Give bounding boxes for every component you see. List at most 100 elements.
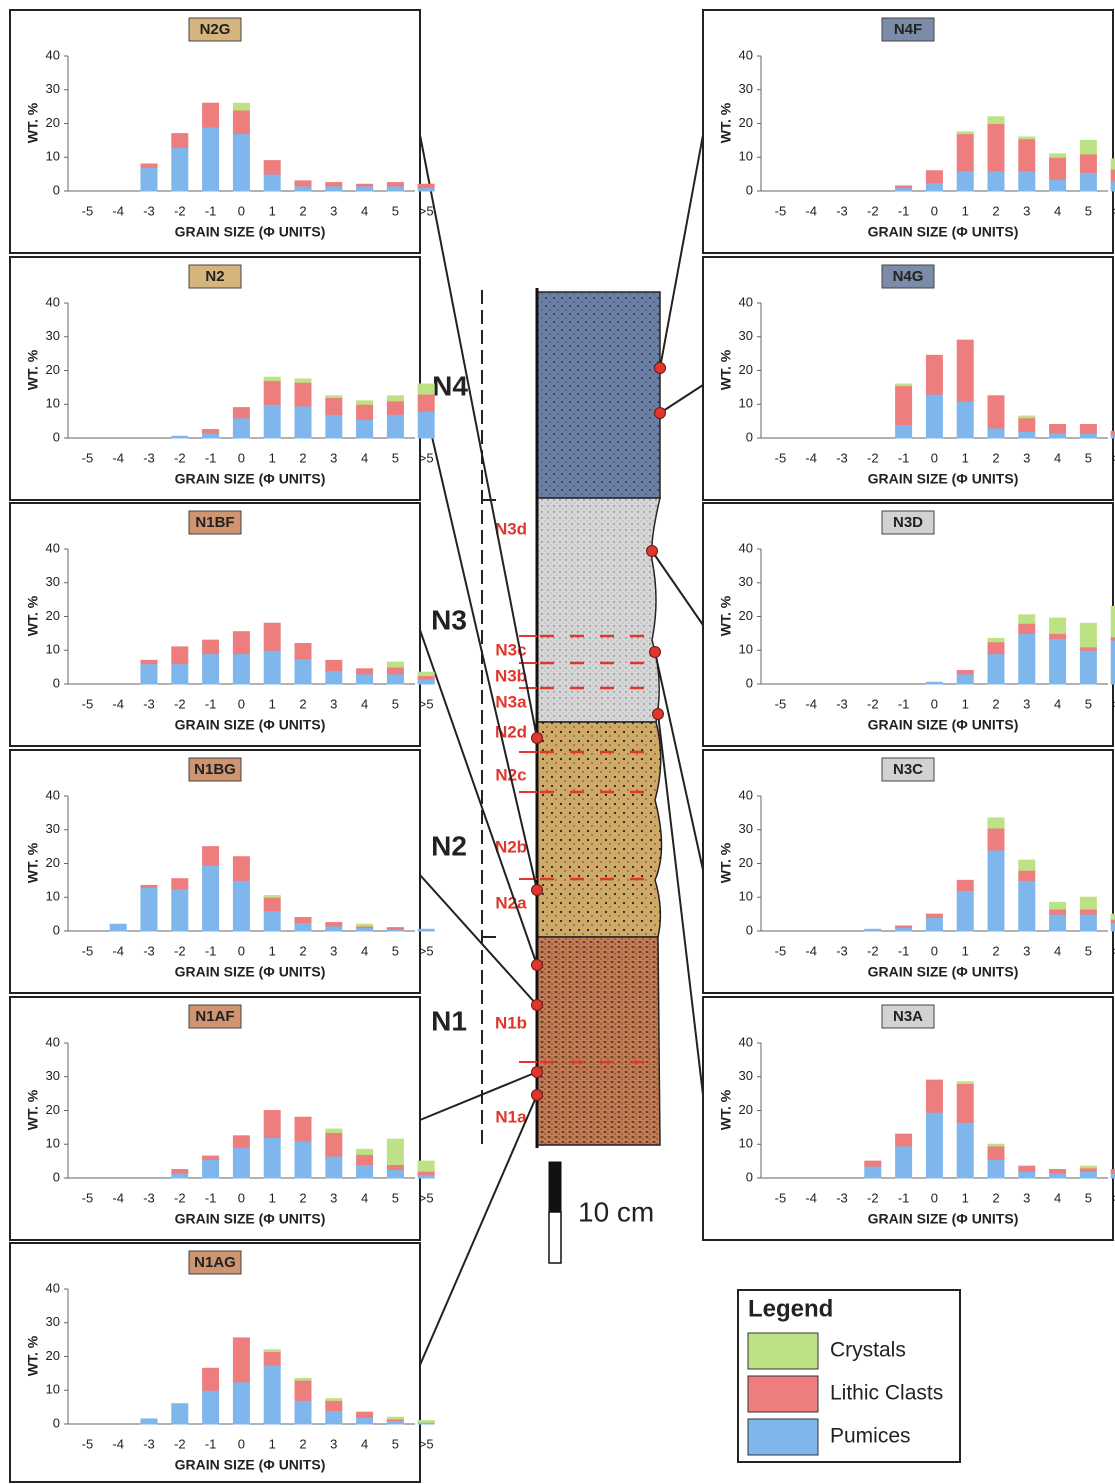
x-tick-label: -2	[174, 203, 186, 218]
bar-segment	[418, 1421, 434, 1423]
x-tick-label: 1	[269, 1190, 276, 1205]
bar-segment	[203, 865, 219, 931]
unit-label: N2	[431, 830, 467, 861]
bar-segment	[141, 885, 157, 887]
x-tick-label: 4	[361, 1436, 368, 1451]
x-tick-label: -5	[82, 943, 94, 958]
chart-title: N1AF	[195, 1008, 234, 1025]
bar-segment	[896, 928, 912, 931]
bar-segment	[295, 382, 311, 406]
bar-segment	[988, 850, 1004, 931]
bar-segment	[387, 396, 403, 401]
texture	[537, 292, 660, 498]
bar-segment	[1019, 870, 1035, 880]
bar-segment	[988, 654, 1004, 684]
x-axis-title: GRAIN SIZE (Φ UNITS)	[868, 1211, 1019, 1227]
y-axis-title: WT. %	[25, 595, 41, 636]
x-tick-label: -3	[143, 450, 155, 465]
bar-segment	[865, 1161, 881, 1166]
x-tick-label: 2	[299, 1436, 306, 1451]
bar-segment	[326, 396, 342, 398]
x-tick-label: 2	[299, 203, 306, 218]
bar-segment	[357, 1412, 373, 1417]
x-tick-label: 3	[330, 696, 337, 711]
x-tick-label: -4	[112, 1436, 124, 1451]
x-tick-label: -3	[836, 1190, 848, 1205]
y-tick-label: 40	[46, 787, 60, 802]
strat-column: N4 N3 N2 N1 N3d N3c N3b N3a N2d N2c N2b …	[431, 288, 661, 1263]
y-tick-label: 10	[739, 889, 753, 904]
x-tick-label: 3	[330, 203, 337, 218]
bar-segment	[203, 430, 219, 433]
bar-segment	[1111, 606, 1115, 636]
x-tick-label: -2	[174, 1190, 186, 1205]
x-tick-label: >5	[419, 450, 434, 465]
x-tick-label: -4	[805, 943, 817, 958]
x-tick-label: -5	[775, 943, 787, 958]
bar-segment	[295, 659, 311, 684]
x-tick-label: -4	[112, 1190, 124, 1205]
bar-segment	[233, 632, 249, 654]
chart-title: N2G	[200, 21, 231, 38]
bar-segment	[295, 181, 311, 186]
bar-segment	[233, 1382, 249, 1424]
legend-swatch	[748, 1419, 818, 1455]
bar-segment	[233, 408, 249, 418]
chart-title: N4G	[893, 268, 924, 285]
y-axis-title: WT. %	[25, 1089, 41, 1130]
bar-segment	[387, 1139, 403, 1164]
y-tick-label: 20	[46, 115, 60, 130]
chart-title: N4F	[894, 21, 922, 38]
bar-segment	[264, 174, 280, 191]
y-tick-label: 10	[739, 396, 753, 411]
bar-segment	[295, 186, 311, 191]
x-tick-label: -3	[143, 1190, 155, 1205]
bar-segment	[387, 674, 403, 684]
bar-segment	[418, 411, 434, 438]
bar-segment	[141, 664, 157, 684]
x-tick-label: 0	[238, 203, 245, 218]
bar-segment	[264, 377, 280, 380]
chart-title: N3D	[893, 514, 923, 531]
bar-segment	[1080, 1171, 1096, 1178]
y-tick-label: 30	[46, 328, 60, 343]
bar-segment	[1080, 140, 1096, 154]
y-tick-label: 30	[739, 574, 753, 589]
scale-label: 10 cm	[578, 1196, 654, 1227]
y-tick-label: 40	[739, 787, 753, 802]
x-tick-label: -1	[205, 450, 217, 465]
bar-segment	[233, 103, 249, 110]
bar-segment	[1111, 640, 1115, 684]
chart-title: N3A	[893, 1008, 923, 1025]
subunit-label: N1a	[495, 1107, 527, 1126]
bar-segment	[203, 1156, 219, 1159]
bar-segment	[1019, 416, 1035, 418]
unit-label: N3	[431, 604, 467, 635]
x-tick-label: -4	[112, 696, 124, 711]
bar-segment	[418, 184, 434, 187]
x-tick-label: -1	[205, 943, 217, 958]
y-tick-label: 10	[46, 642, 60, 657]
x-axis-title: GRAIN SIZE (Φ UNITS)	[868, 471, 1019, 487]
bar-segment	[1019, 139, 1035, 171]
bar-segment	[988, 828, 1004, 850]
y-axis-title: WT. %	[718, 102, 734, 143]
y-axis-title: WT. %	[718, 349, 734, 390]
bar-segment	[865, 1166, 881, 1178]
x-tick-label: 3	[1023, 203, 1030, 218]
chart-panel: N4F010203040WT. %GRAIN SIZE (Φ UNITS)-5-…	[703, 10, 1115, 253]
unit-label: N1	[431, 1005, 467, 1036]
bar-segment	[896, 926, 912, 928]
x-tick-label: -4	[805, 696, 817, 711]
bar-segment	[418, 1175, 434, 1178]
bar-segment	[233, 1148, 249, 1178]
bar-segment	[926, 394, 942, 438]
subunit-label: N2b	[495, 837, 527, 856]
bar-segment	[172, 1173, 188, 1178]
x-tick-label: -5	[82, 203, 94, 218]
bar-segment	[326, 1132, 342, 1156]
